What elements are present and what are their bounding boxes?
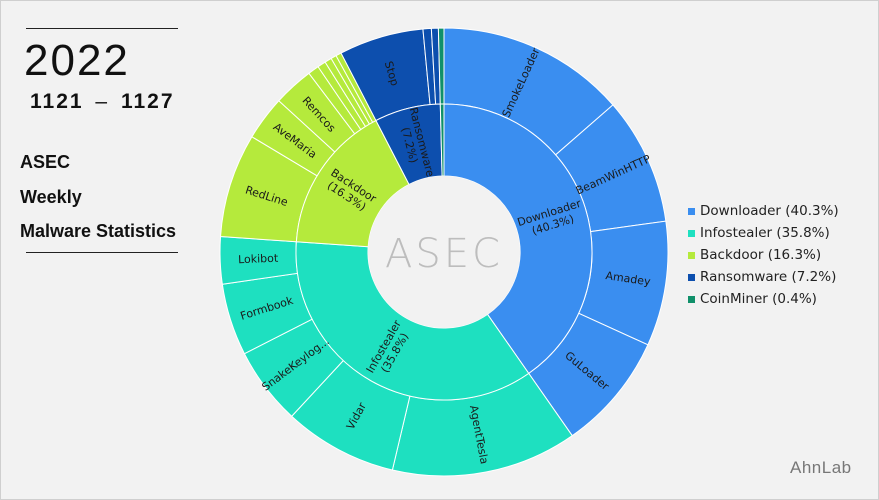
inner-ring <box>295 103 593 401</box>
ahnlab-brand: AhnLab <box>790 458 852 477</box>
legend-label: Downloader (40.3%) <box>700 203 839 219</box>
title-line-2: Weekly <box>20 187 82 207</box>
range-start: 1121 <box>30 90 84 113</box>
bottom-rule <box>26 252 178 253</box>
legend-label: Backdoor (16.3%) <box>700 247 822 263</box>
legend-swatch <box>688 229 695 237</box>
outer-label-amadey: Amadey <box>605 269 652 288</box>
center-hole <box>368 176 520 328</box>
legend-item-backdoor: Backdoor (16.3%) <box>688 244 839 266</box>
range-separator: – <box>95 90 110 113</box>
title-line-1: ASEC <box>20 152 71 172</box>
legend-label: Infostealer (35.8%) <box>700 225 830 241</box>
legend-item-ransomware: Ransomware (7.2%) <box>688 266 839 288</box>
top-rule <box>26 28 178 29</box>
legend-swatch <box>688 273 695 281</box>
outer-ring <box>219 27 669 477</box>
legend-swatch <box>688 207 695 215</box>
report-year: 2022 <box>24 36 130 85</box>
legend-label: CoinMiner (0.4%) <box>700 291 817 307</box>
title-line-3: Malware Statistics <box>20 221 177 241</box>
legend-item-coinminer: CoinMiner (0.4%) <box>688 288 839 310</box>
outer-label-lokibot: Lokibot <box>238 252 279 267</box>
legend-item-downloader: Downloader (40.3%) <box>688 200 839 222</box>
asec-logo: ASEC <box>385 231 503 277</box>
week-range: 1121 – 1127 <box>30 90 175 114</box>
legend-label: Ransomware (7.2%) <box>700 269 837 285</box>
legend-item-infostealer: Infostealer (35.8%) <box>688 222 839 244</box>
chart-legend: Downloader (40.3%) Infostealer (35.8%) Bac… <box>688 200 839 310</box>
range-end: 1127 <box>120 90 175 113</box>
legend-swatch <box>688 251 695 259</box>
legend-swatch <box>688 295 695 303</box>
